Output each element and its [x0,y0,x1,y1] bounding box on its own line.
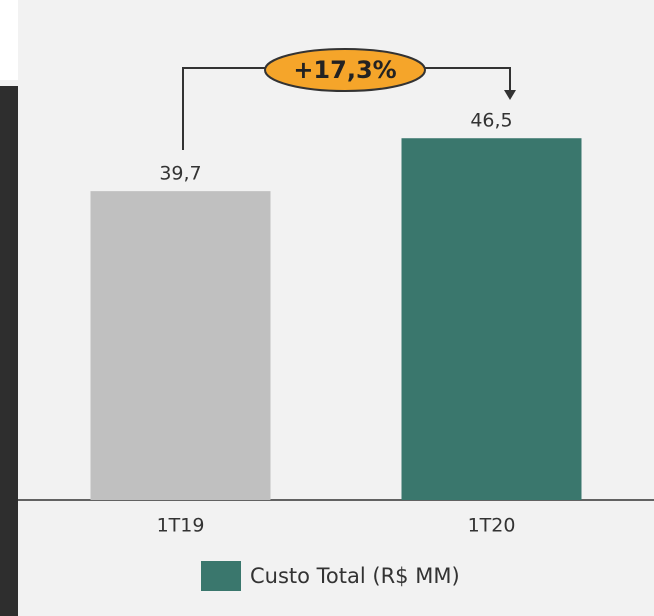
legend-label: Custo Total (R$ MM) [250,564,460,588]
left-white [0,0,18,80]
change-badge [264,48,426,92]
bar [90,191,271,500]
bar [401,138,582,501]
value-label: 46,5 [470,110,512,132]
left-image-strip [0,86,18,616]
change-bracket [182,67,511,150]
x-tick-label: 1T19 [157,515,205,537]
change-label: +17,3% [293,56,396,84]
x-tick-label: 1T20 [468,515,516,537]
arrow-head [504,90,516,100]
legend-swatch [201,561,241,591]
value-label: 39,7 [159,163,201,185]
